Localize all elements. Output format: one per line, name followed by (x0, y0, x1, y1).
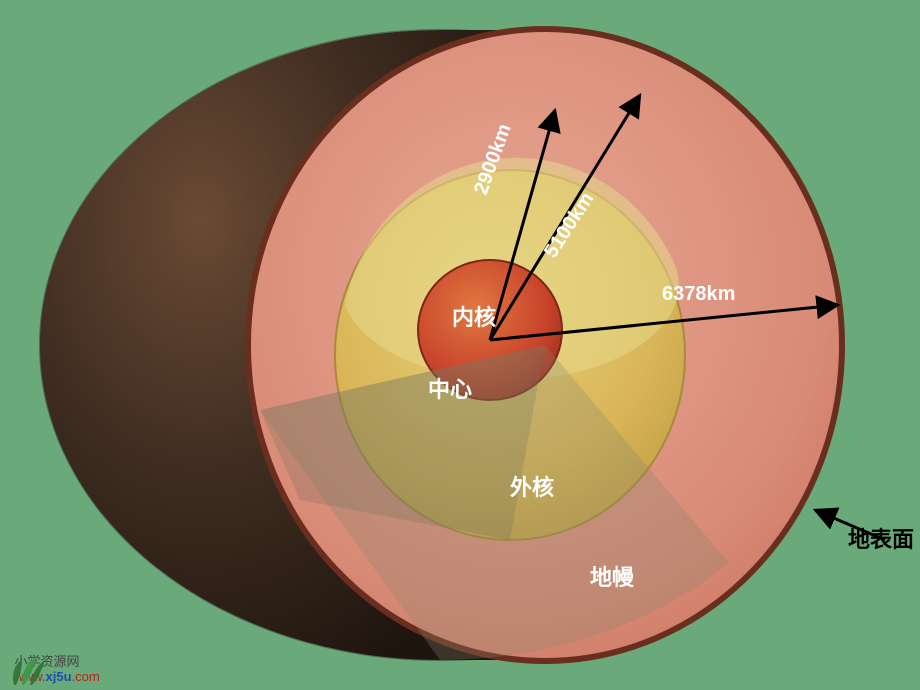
earth-svg (0, 0, 920, 690)
label-outer-core: 外核 (510, 470, 554, 502)
label-mantle: 地幔 (590, 560, 634, 592)
diagram-stage: 2900km 5100km 6378km 内核 中心 外核 地幔 地表面 小学资… (0, 0, 920, 690)
label-inner-core: 内核 (452, 300, 496, 332)
label-surface: 地表面 (848, 522, 914, 554)
watermark: 小学资源网 www.xj5u.com (8, 655, 100, 684)
label-center: 中心 (428, 372, 472, 404)
label-6378km: 6378km (662, 283, 735, 306)
